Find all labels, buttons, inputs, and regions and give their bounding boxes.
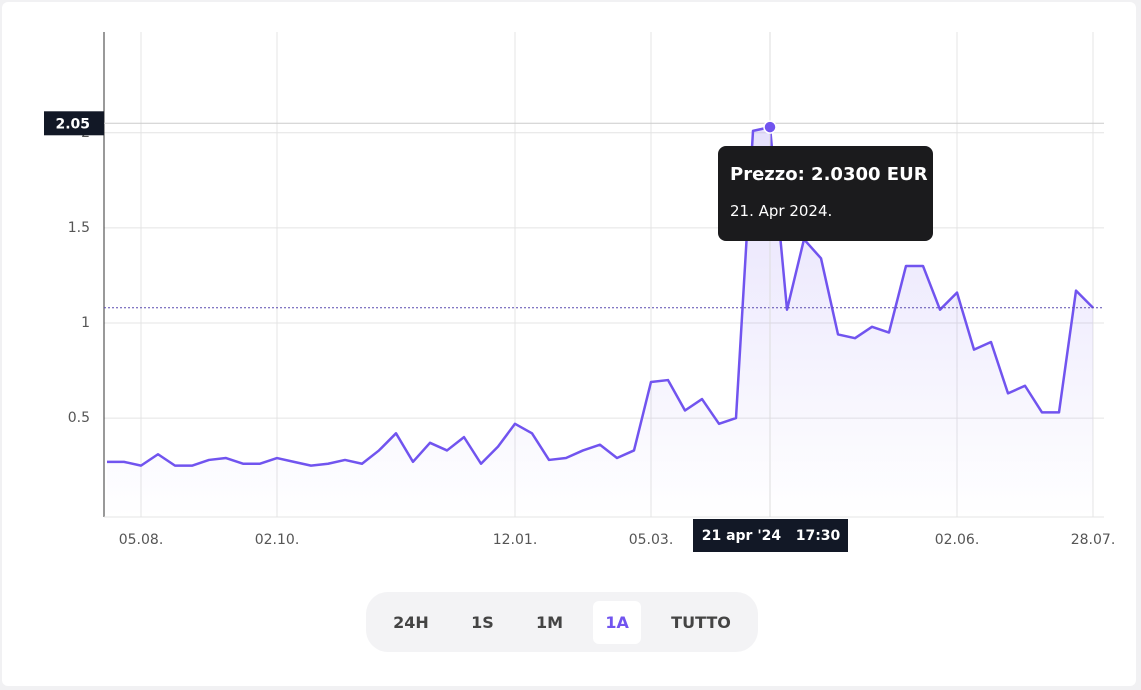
- x-tick-label: 02.06.: [935, 532, 980, 548]
- x-tick-label: 05.08.: [119, 532, 164, 548]
- tooltip-price: Prezzo: 2.0300 EUR: [730, 164, 928, 185]
- y-tick-label: 1: [81, 315, 90, 331]
- crosshair-x-label: 21 apr '24 17:30: [702, 528, 841, 544]
- x-tick-label: 05.03.: [629, 532, 674, 548]
- crosshair-y-label: 2.05: [55, 116, 90, 132]
- x-tick-label: 02.10.: [255, 532, 300, 548]
- x-tick-label: 12.01.: [493, 532, 538, 548]
- crosshair-y-box: [44, 111, 104, 136]
- range-button[interactable]: 1M: [536, 612, 564, 632]
- tooltip: Prezzo: 2.0300 EUR 21. Apr 2024.: [718, 146, 933, 241]
- range-selector: 24H 1S 1M 1A TUTTO: [366, 592, 758, 652]
- y-tick-label: 1.5: [68, 220, 90, 236]
- range-button[interactable]: 1S: [471, 612, 494, 632]
- tooltip-date: 21. Apr 2024.: [730, 202, 833, 220]
- area: [107, 127, 1093, 518]
- price-line: [107, 125, 1094, 467]
- range-button[interactable]: TUTTO: [671, 612, 731, 632]
- highlight-point: [763, 120, 777, 134]
- x-tick-label: 28.07.: [1071, 532, 1116, 548]
- y-tick-label: 0.5: [68, 410, 90, 426]
- range-button[interactable]: 24H: [393, 612, 429, 632]
- crosshair-x-box: [693, 519, 848, 552]
- range-button[interactable]: 1A: [593, 600, 641, 644]
